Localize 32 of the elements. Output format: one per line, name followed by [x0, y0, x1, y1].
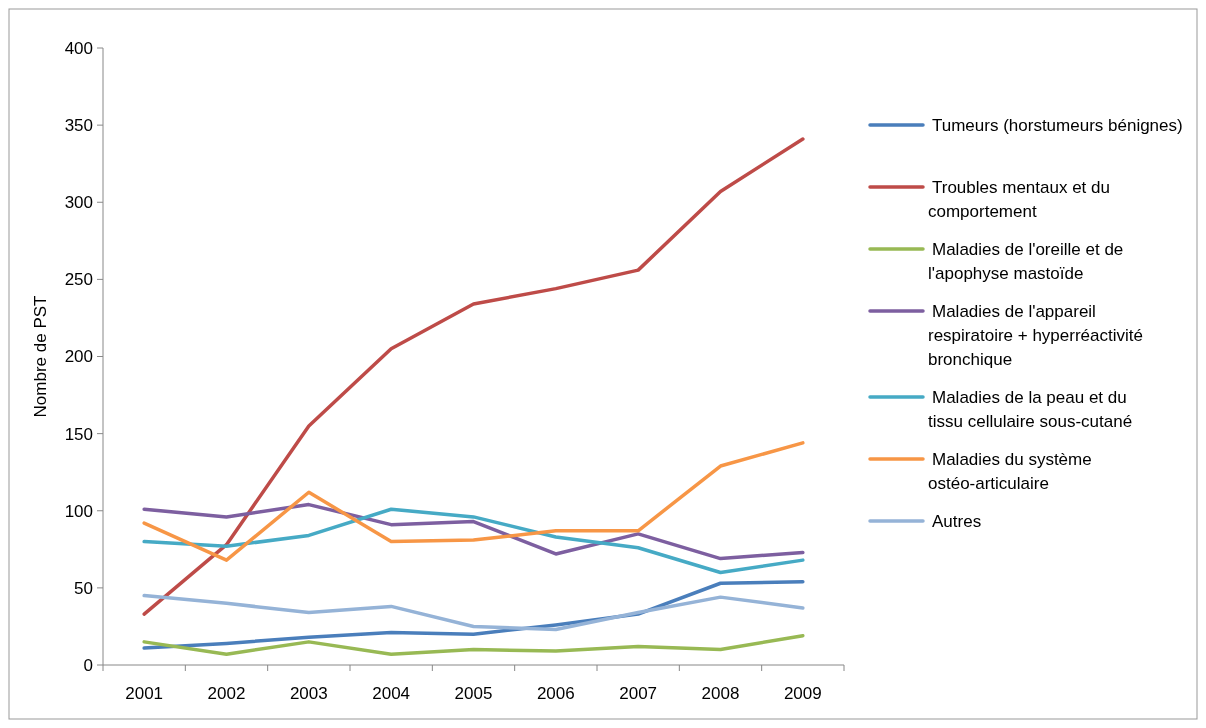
line-series	[142, 137, 805, 616]
legend-label: Troubles mentaux et du comportement	[928, 178, 1110, 221]
y-tick-label: 100	[64, 501, 93, 521]
line-series	[142, 441, 805, 562]
x-tick-label: 2005	[454, 684, 493, 703]
line-series	[142, 502, 805, 561]
y-tick-label: 350	[64, 116, 93, 136]
x-tick-label: 2001	[125, 684, 164, 703]
x-tick-label: 2007	[619, 684, 658, 703]
y-tick-label: 400	[64, 38, 93, 58]
legend-label: Autres	[932, 512, 982, 531]
x-tick-label: 2003	[289, 684, 328, 703]
line-series	[142, 507, 805, 575]
x-tick-label: 2002	[207, 684, 246, 703]
y-tick-label: 150	[64, 424, 93, 444]
x-tick-label: 2008	[701, 684, 740, 703]
line-series	[142, 633, 805, 656]
line-series	[142, 593, 805, 632]
y-tick-label: 300	[64, 193, 93, 213]
legend-label: Maladies du système ostéo-articulaire	[928, 450, 1092, 493]
y-tick-label: 50	[74, 578, 93, 598]
x-tick-label: 2009	[783, 684, 822, 703]
y-tick-label: 200	[64, 347, 93, 367]
x-tick-label: 2004	[372, 684, 411, 703]
y-axis-title: Nombre de PST	[31, 295, 50, 418]
y-tick-label: 250	[64, 270, 93, 290]
legend-label: Maladies de l'oreille et de l'apophyse mastoïde	[928, 240, 1124, 283]
legend-label: Tumeurs (horstumeurs bénignes)	[932, 116, 1183, 135]
y-tick-label: 0	[83, 655, 93, 675]
legend-label: Maladies de la peau et du tissu cellulaire sous-cutané	[928, 388, 1133, 431]
x-tick-label: 2006	[536, 684, 575, 703]
legend-label: Maladies de l'appareil respiratoire + hyperréactivité bronchique	[928, 302, 1143, 369]
